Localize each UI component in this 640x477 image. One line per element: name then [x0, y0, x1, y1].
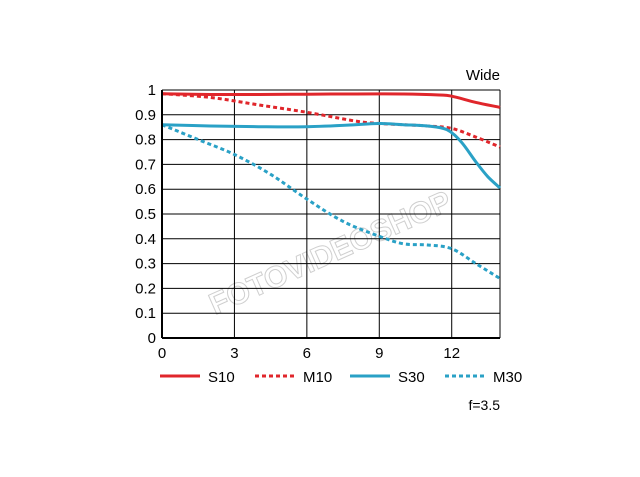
- legend-label-s10: S10: [208, 369, 235, 386]
- y-tick-label: 0.6: [135, 181, 156, 198]
- tick-labels: 0 0.1 0.2 0.3 0.4 0.5 0.6 0.7 0.8 0.9 1 0 3 6 9 12: [135, 82, 460, 362]
- series-line-m30: [161, 123, 501, 280]
- watermark: FOTOVIDEOSHOP: [204, 185, 456, 321]
- x-tick-label: 6: [303, 345, 311, 362]
- y-tick-label: 0: [148, 330, 156, 347]
- legend: S10 M10 S30 M30: [160, 369, 522, 386]
- x-tick-label: 3: [230, 345, 238, 362]
- y-tick-label: 0.5: [135, 206, 156, 223]
- y-tick-label: 1: [148, 82, 156, 99]
- y-tick-label: 0.8: [135, 132, 156, 149]
- x-tick-label: 0: [158, 345, 166, 362]
- y-tick-label: 0.1: [135, 305, 156, 322]
- y-tick-label: 0.2: [135, 280, 156, 297]
- x-tick-label: 12: [443, 345, 460, 362]
- series-line-m10: [161, 92, 501, 149]
- y-tick-label: 0.4: [135, 231, 156, 248]
- chart-title: Wide: [466, 67, 500, 84]
- x-tick-label: 9: [375, 345, 383, 362]
- series-line-s10: [161, 92, 501, 109]
- aperture-note: f=3.5: [468, 397, 500, 413]
- legend-label-m30: M30: [493, 369, 522, 386]
- legend-label-m10: M10: [303, 369, 332, 386]
- series-lines: [161, 92, 502, 280]
- y-tick-label: 0.7: [135, 156, 156, 173]
- y-tick-label: 0.3: [135, 256, 156, 273]
- y-tick-label: 0.9: [135, 107, 156, 124]
- series-line-s30: [161, 121, 502, 190]
- axes: [161, 90, 500, 339]
- legend-label-s30: S30: [398, 369, 425, 386]
